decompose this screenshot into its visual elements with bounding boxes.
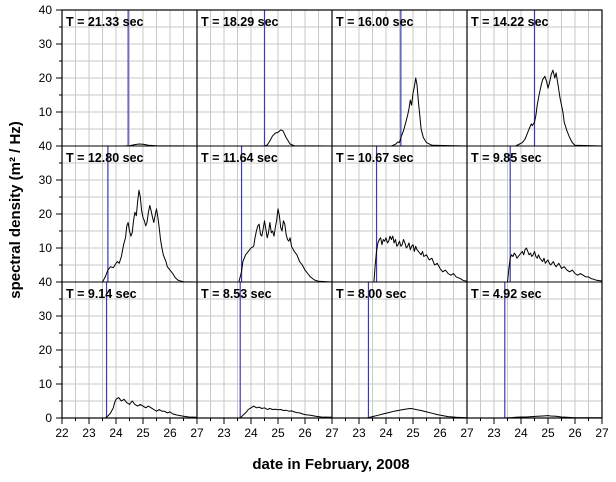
x-tick-label: 24 <box>244 426 258 440</box>
y-tick-label: 30 <box>39 37 53 51</box>
y-tick-label: 40 <box>39 139 53 153</box>
panel-label: T = 16.00 sec <box>336 15 414 29</box>
x-tick-label: 27 <box>460 426 474 440</box>
frame-layer <box>56 9 603 424</box>
series-line <box>197 405 333 419</box>
panel-label: T = 9.85 sec <box>471 151 542 165</box>
panel-label: T = 10.67 sec <box>336 151 414 165</box>
tick-labels-layer: 10 20 30 40 10 20 30 40 0 10 20 30 40 22 23 24 25 26 27 23 2… <box>39 3 609 440</box>
x-tick-label: 24 <box>379 426 393 440</box>
x-tick-label: 26 <box>298 426 312 440</box>
x-tick-label: 26 <box>568 426 582 440</box>
panel-labels-layer: T = 21.33 sec T = 18.29 sec T = 16.00 sec T… <box>66 15 549 301</box>
y-tick-label: 20 <box>39 207 53 221</box>
series-line <box>332 235 468 283</box>
panel-label: T = 8.00 sec <box>336 287 407 301</box>
x-tick-label: 26 <box>163 426 177 440</box>
x-tick-label: 22 <box>55 426 69 440</box>
series-line <box>62 189 198 283</box>
series-line <box>197 208 333 283</box>
x-tick-label: 23 <box>352 426 366 440</box>
x-tick-label: 23 <box>217 426 231 440</box>
series-line <box>197 129 333 147</box>
panel-label: T = 4.92 sec <box>471 287 542 301</box>
x-tick-label: 26 <box>433 426 447 440</box>
y-tick-label: 10 <box>39 377 53 391</box>
y-tick-label: 40 <box>39 275 53 289</box>
y-tick-label: 20 <box>39 71 53 85</box>
panel-label: T = 9.14 sec <box>66 287 137 301</box>
y-tick-label: 20 <box>39 343 53 357</box>
panel-label: T = 14.22 sec <box>471 15 549 29</box>
x-tick-label: 27 <box>325 426 339 440</box>
x-tick-label: 27 <box>595 426 609 440</box>
panel-label: T = 18.29 sec <box>201 15 279 29</box>
marker-lines-layer <box>105 10 536 418</box>
x-tick-label: 24 <box>514 426 528 440</box>
x-axis-title: date in February, 2008 <box>252 456 409 473</box>
y-tick-label: 40 <box>39 3 53 17</box>
grid-layer <box>62 10 602 418</box>
series-line <box>467 247 603 283</box>
x-tick-label: 27 <box>190 426 204 440</box>
x-tick-label: 25 <box>406 426 420 440</box>
y-tick-label: 30 <box>39 173 53 187</box>
x-tick-label: 25 <box>136 426 150 440</box>
panel-label: T = 8.53 sec <box>201 287 272 301</box>
series-line <box>62 397 198 419</box>
series-line <box>332 77 468 147</box>
x-tick-label: 23 <box>487 426 501 440</box>
x-tick-label: 25 <box>271 426 285 440</box>
x-tick-label: 23 <box>82 426 96 440</box>
y-tick-label: 0 <box>45 411 52 425</box>
panel-label: T = 11.64 sec <box>201 151 278 165</box>
x-tick-label: 24 <box>109 426 123 440</box>
x-tick-label: 25 <box>541 426 555 440</box>
panel-label: T = 12.80 sec <box>66 151 144 165</box>
y-axis-title: spectral density (m² / Hz) <box>7 121 24 299</box>
y-tick-label: 10 <box>39 105 53 119</box>
series-line <box>467 69 603 147</box>
series-line <box>332 408 468 419</box>
y-tick-label: 10 <box>39 241 53 255</box>
panel-label: T = 21.33 sec <box>66 15 144 29</box>
y-tick-label: 30 <box>39 309 53 323</box>
